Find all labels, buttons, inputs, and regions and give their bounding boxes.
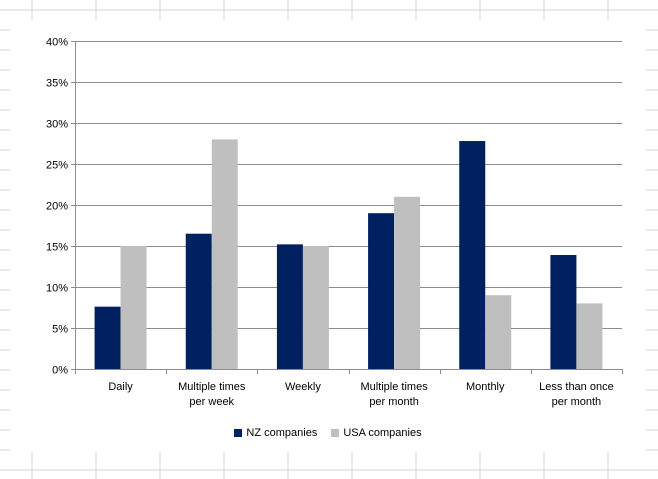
x-tick-label: Daily: [108, 381, 133, 393]
bar-nz-2[interactable]: [276, 244, 303, 369]
x-tick-label: Weekly: [285, 381, 321, 393]
y-tick-label: 35%: [46, 78, 68, 90]
y-tick-label: 15%: [46, 242, 68, 254]
x-tick-label: Less than once: [539, 381, 614, 393]
y-tick-label: 30%: [46, 119, 68, 131]
y-tick-label: 0%: [52, 365, 68, 377]
bar-nz-3[interactable]: [368, 213, 395, 369]
y-tick-label: 25%: [46, 160, 68, 172]
y-tick-label: 5%: [52, 324, 68, 336]
x-tick-label: per month: [552, 396, 602, 408]
y-tick-label: 20%: [46, 201, 68, 213]
bar-usa-0[interactable]: [120, 246, 147, 369]
x-tick-label: Monthly: [466, 381, 505, 393]
x-tick-label: Multiple times: [360, 381, 428, 393]
legend-swatch-usa: [331, 429, 340, 437]
legend-item-nz: NZ companies: [234, 427, 317, 439]
legend-label-usa: USA companies: [343, 427, 422, 439]
legend-label-nz: NZ companies: [246, 427, 318, 439]
y-tick-label: 40%: [46, 37, 68, 49]
chart-area[interactable]: 0% 5% 10% 15% 20% 25% 30% 35% 40% Daily Multiple t…: [10, 20, 646, 452]
bar-nz-4[interactable]: [459, 141, 486, 369]
bar-usa-1[interactable]: [211, 139, 238, 369]
legend-swatch-nz: [234, 429, 243, 437]
y-tick-label: 10%: [46, 283, 68, 295]
bar-usa-3[interactable]: [394, 196, 421, 369]
bar-nz-0[interactable]: [94, 306, 121, 369]
x-tick-label: Multiple times: [178, 381, 246, 393]
legend-item-usa: USA companies: [331, 427, 422, 439]
bar-usa-4[interactable]: [485, 295, 512, 369]
bar-usa-5[interactable]: [576, 303, 603, 369]
bar-nz-1[interactable]: [185, 233, 212, 369]
legend: NZ companies USA companies: [10, 423, 646, 443]
x-tick-label: per week: [189, 396, 234, 408]
bar-nz-5[interactable]: [550, 255, 577, 369]
x-tick-label: per month: [369, 396, 419, 408]
bar-usa-2[interactable]: [302, 246, 329, 369]
bar-chart: 0% 5% 10% 15% 20% 25% 30% 35% 40% Daily Multiple t…: [46, 37, 623, 408]
